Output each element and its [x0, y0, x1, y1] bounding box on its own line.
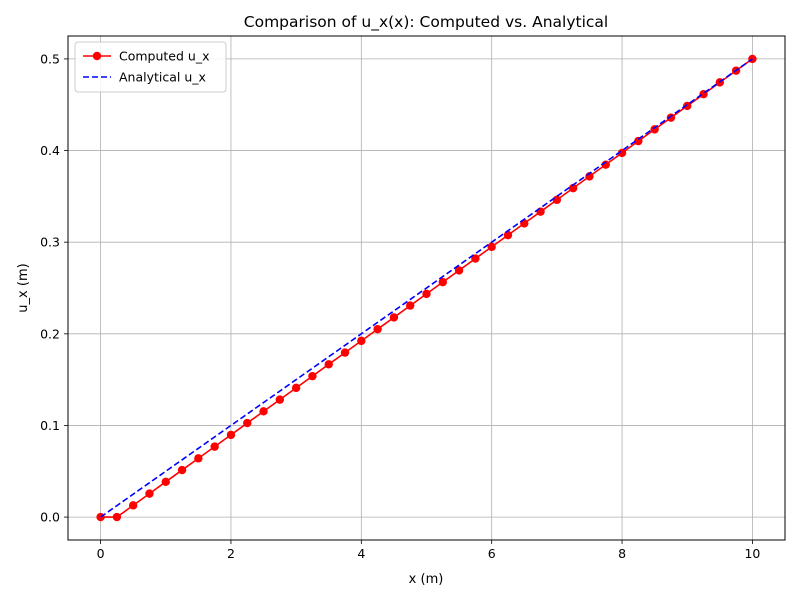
data-point-computed — [291, 383, 301, 393]
data-point-computed — [683, 101, 692, 111]
data-point-computed — [373, 324, 382, 334]
chart-title: Comparison of u_x(x): Computed vs. Analy… — [244, 13, 608, 32]
plot-frame — [67, 35, 786, 541]
data-point-computed — [161, 477, 170, 487]
x-tick-label: 0 — [97, 546, 105, 561]
data-point-computed — [568, 183, 578, 193]
y-axis-label: u_x (m) — [16, 263, 31, 312]
data-point-computed — [454, 266, 464, 275]
x-tick-label: 10 — [744, 546, 760, 561]
data-point-computed — [438, 277, 447, 287]
data-point-computed — [210, 442, 219, 451]
x-axis-label: x (m) — [409, 572, 444, 587]
x-tick-label: 2 — [227, 546, 235, 561]
y-tick-label: 0.3 — [40, 235, 60, 250]
y-tick-label: 0.0 — [40, 510, 60, 525]
data-point-computed — [243, 418, 252, 428]
data-point-computed — [112, 512, 122, 522]
x-tick-label: 8 — [618, 546, 626, 561]
y-tick-label: 0.2 — [40, 326, 60, 341]
data-point-computed — [487, 242, 496, 252]
data-point-computed — [128, 501, 138, 510]
series-line-analytical — [100, 58, 753, 518]
data-point-computed — [259, 407, 268, 416]
x-tick-label: 4 — [357, 546, 365, 561]
data-point-computed — [650, 125, 659, 134]
data-point-computed — [226, 430, 236, 440]
data-point-computed — [536, 207, 545, 216]
data-point-computed — [617, 148, 627, 158]
data-point-computed — [324, 360, 333, 369]
series-layer — [96, 54, 757, 522]
legend-label-analytical: Analytical u_x — [119, 70, 206, 85]
data-point-computed — [145, 489, 154, 498]
y-tick-label: 0.1 — [40, 418, 60, 433]
data-point-computed — [666, 113, 676, 122]
data-point-computed — [406, 301, 415, 310]
legend-marker-computed — [92, 51, 102, 61]
data-point-computed — [471, 254, 480, 263]
data-point-computed — [389, 313, 399, 322]
legend-label-computed: Computed u_x — [119, 49, 209, 64]
y-tick-label: 0.4 — [40, 143, 60, 158]
data-point-computed — [552, 195, 562, 205]
data-point-computed — [503, 230, 513, 240]
data-point-computed — [275, 395, 285, 404]
data-point-computed — [357, 336, 366, 346]
data-point-computed — [194, 454, 203, 463]
ticks: 0 2 4 6 8 10 0.0 0.1 0.2 0.3 0.4 0.5 — [40, 51, 760, 561]
data-point-computed — [177, 465, 187, 475]
data-point-computed — [422, 289, 431, 299]
legend-box — [74, 41, 227, 93]
data-point-computed — [340, 348, 350, 357]
x-tick-label: 6 — [488, 546, 496, 561]
grid — [68, 36, 785, 540]
data-point-computed — [634, 136, 643, 146]
data-point-computed — [308, 371, 317, 381]
legend: Computed u_x Analytical u_x — [74, 41, 227, 93]
y-tick-label: 0.5 — [40, 51, 60, 66]
